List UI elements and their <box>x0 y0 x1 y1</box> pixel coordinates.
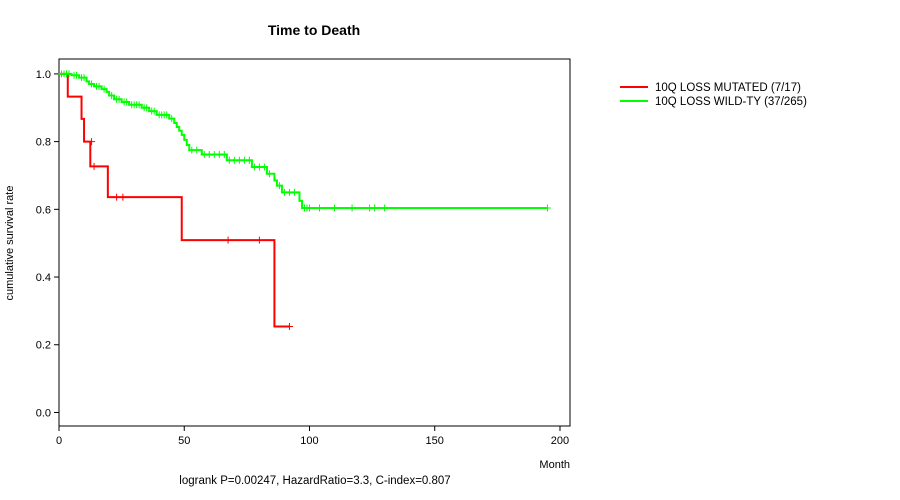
censor-mark <box>73 71 81 79</box>
censor-mark <box>65 70 73 78</box>
censor-mark <box>193 146 201 154</box>
censor-mark <box>290 188 298 196</box>
y-tick-label: 0.6 <box>36 204 51 216</box>
legend-item: 10Q LOSS MUTATED (7/17) <box>620 82 801 94</box>
legend-item: 10Q LOSS WILD-TY (37/265) <box>620 96 807 108</box>
x-tick-label: 200 <box>551 435 569 447</box>
y-axis-label: cumulative survival rate <box>4 186 16 301</box>
censor-mark <box>331 204 339 212</box>
y-tick-label: 1.0 <box>36 69 51 81</box>
censor-mark <box>285 322 293 330</box>
survival-curve <box>59 72 290 328</box>
x-axis: 0 50 100 150 200 <box>56 426 569 447</box>
censor-mark <box>381 204 389 212</box>
censor-mark <box>80 74 88 82</box>
censor-mark <box>95 82 103 90</box>
x-tick-label: 50 <box>178 435 190 447</box>
censor-mark <box>100 85 108 93</box>
censor-mark <box>119 193 127 201</box>
legend: 10Q LOSS MUTATED (7/17) 10Q LOSS WILD-TY … <box>620 82 807 108</box>
censor-mark <box>88 80 96 88</box>
censor-mark <box>348 204 356 212</box>
x-axis-label: Month <box>539 459 570 471</box>
censor-mark <box>265 170 273 178</box>
censor-mark <box>168 115 176 123</box>
stats-footer: logrank P=0.00247, HazardRatio=3.3, C-in… <box>179 475 450 487</box>
x-tick-label: 100 <box>300 435 318 447</box>
censor-mark <box>108 92 116 100</box>
censor-mark <box>123 98 131 106</box>
censor-mark <box>88 138 96 146</box>
censor-mark <box>371 204 379 212</box>
survival-curve <box>59 72 548 209</box>
censor-mark <box>150 107 158 115</box>
x-tick-label: 0 <box>56 435 62 447</box>
series-layer <box>58 70 551 330</box>
censor-mark <box>543 204 551 212</box>
censor-mark <box>260 163 268 171</box>
censor-mark <box>275 182 283 190</box>
chart-title: Time to Death <box>268 22 360 38</box>
censor-mark <box>90 162 98 170</box>
series-2 <box>58 70 551 212</box>
censor-mark <box>220 150 228 158</box>
censor-mark <box>163 111 171 119</box>
legend-label: 10Q LOSS MUTATED (7/17) <box>655 82 801 94</box>
plot-frame <box>58 58 571 427</box>
y-tick-label: 0.2 <box>36 340 51 352</box>
y-tick-label: 0.4 <box>36 272 51 284</box>
y-tick-label: 0.8 <box>36 137 51 149</box>
censor-mark <box>115 95 123 103</box>
series-1 <box>59 72 293 330</box>
censor-mark <box>255 236 263 244</box>
censor-mark <box>135 101 143 109</box>
y-tick-label: 0.0 <box>36 407 51 419</box>
y-axis: 0.0 0.2 0.4 0.6 0.8 1.0 <box>36 69 59 419</box>
legend-label: 10Q LOSS WILD-TY (37/265) <box>655 96 807 108</box>
x-tick-label: 150 <box>426 435 444 447</box>
censor-mark <box>224 236 232 244</box>
censor-mark <box>305 204 313 212</box>
censor-mark <box>245 156 253 164</box>
censor-mark <box>143 104 151 112</box>
censor-mark <box>113 193 121 201</box>
censor-mark <box>316 204 324 212</box>
